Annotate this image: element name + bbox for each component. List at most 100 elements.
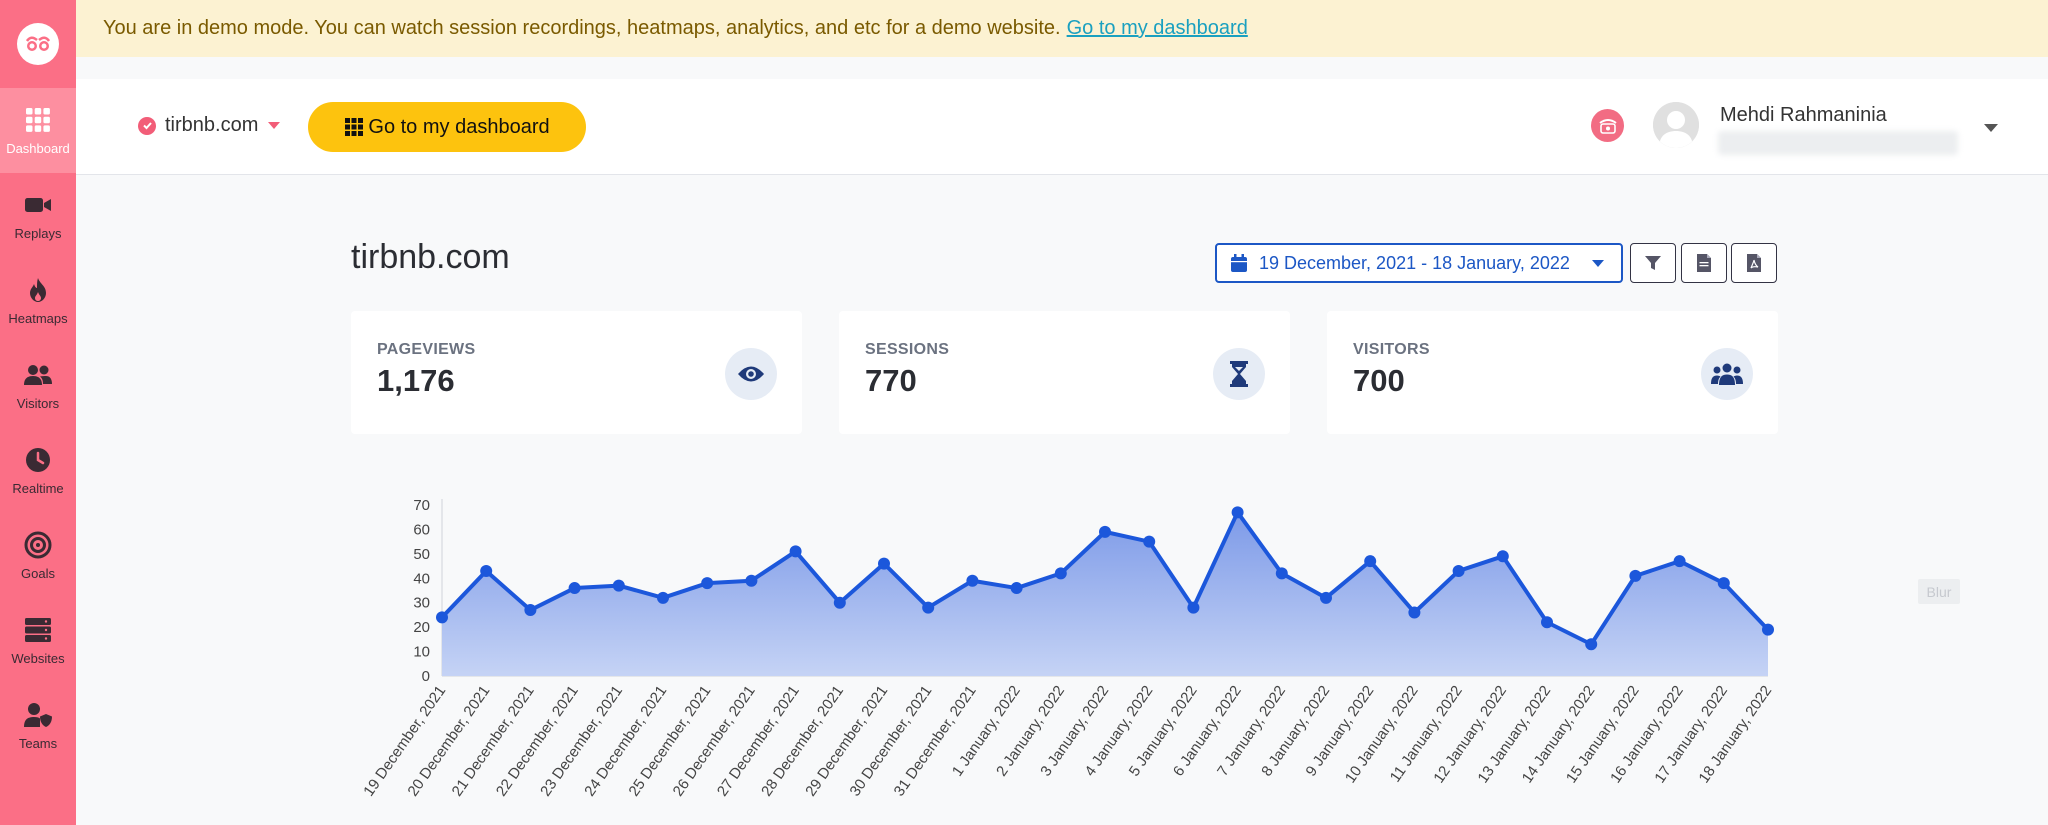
stat-value: 700	[1353, 363, 1405, 398]
sidebar-item-replays[interactable]: Replays	[0, 173, 76, 258]
sidebar-item-label: Heatmaps	[8, 311, 68, 326]
top-header: tirbnb.com Go to my dashboard Mehdi Rahm…	[76, 79, 2048, 175]
support-phone-button[interactable]	[1591, 109, 1624, 142]
avatar[interactable]	[1653, 102, 1699, 148]
y-tick-label: 10	[413, 644, 430, 661]
date-range-label: 19 December, 2021 - 18 January, 2022	[1259, 252, 1570, 273]
sidebar: Dashboard Replays Heatmaps Visitors Real…	[0, 0, 76, 825]
sidebar-item-heatmaps[interactable]: Heatmaps	[0, 258, 76, 343]
x-tick-label: 25 December, 2021	[625, 683, 714, 800]
stat-card-visitors: VISITORS 700	[1327, 311, 1778, 434]
sidebar-item-dashboard[interactable]: Dashboard	[0, 88, 76, 173]
data-point	[1408, 606, 1421, 619]
go-to-dashboard-label: Go to my dashboard	[368, 115, 550, 138]
blur-toggle-button[interactable]: Blur	[1918, 579, 1960, 604]
sidebar-item-label: Replays	[14, 226, 62, 241]
y-tick-label: 70	[413, 497, 430, 514]
users-icon	[24, 365, 52, 385]
flame-icon	[30, 278, 46, 302]
x-tick-label: 27 December, 2021	[714, 683, 803, 800]
y-tick-label: 20	[413, 619, 430, 636]
data-point	[1717, 577, 1730, 590]
sidebar-item-label: Teams	[18, 736, 58, 751]
date-range-picker[interactable]: 19 December, 2021 - 18 January, 2022	[1215, 243, 1623, 283]
sidebar-item-label: Dashboard	[6, 141, 70, 156]
data-point	[789, 545, 802, 558]
sidebar-item-label: Visitors	[16, 396, 60, 411]
sidebar-item-realtime[interactable]: Realtime	[0, 428, 76, 513]
users-icon	[1701, 348, 1753, 400]
x-tick-label: 19 December, 2021	[360, 683, 449, 800]
data-point	[1320, 591, 1332, 604]
data-point	[966, 574, 979, 587]
stat-card-sessions: SESSIONS 770	[839, 311, 1290, 434]
target-icon	[24, 531, 52, 559]
stat-label: PAGEVIEWS	[377, 341, 476, 358]
site-selector[interactable]: tirbnb.com	[138, 114, 281, 137]
grid-icon	[26, 108, 50, 132]
y-tick-label: 60	[413, 521, 430, 538]
user-email-blurred	[1718, 131, 1958, 155]
x-tick-label: 26 December, 2021	[670, 683, 759, 800]
stat-card-pageviews: PAGEVIEWS 1,176	[351, 311, 802, 434]
grid-icon	[345, 118, 364, 136]
data-point	[922, 601, 935, 614]
csv-file-icon	[1697, 254, 1711, 272]
page-title: tirbnb.com	[351, 238, 510, 276]
data-point	[1541, 616, 1553, 629]
data-point	[1275, 567, 1288, 580]
data-point	[524, 604, 537, 617]
stat-value: 1,176	[377, 363, 455, 398]
data-point	[878, 557, 890, 570]
data-point	[745, 574, 758, 587]
data-point	[1673, 555, 1686, 568]
x-tick-label: 23 December, 2021	[537, 683, 626, 800]
data-point	[1010, 582, 1023, 595]
data-point	[657, 591, 669, 604]
data-point	[612, 579, 625, 592]
sidebar-item-label: Websites	[11, 651, 65, 666]
data-point	[436, 611, 448, 624]
team-shield-icon	[24, 703, 52, 727]
x-tick-label: 30 December, 2021	[846, 683, 935, 800]
hourglass-icon	[1213, 348, 1265, 400]
user-avatar-icon	[1653, 102, 1699, 148]
data-point	[833, 596, 846, 609]
sidebar-item-teams[interactable]: Teams	[0, 683, 76, 768]
sidebar-item-goals[interactable]: Goals	[0, 513, 76, 598]
data-point	[1187, 601, 1200, 614]
glasses-logo-icon	[17, 23, 59, 65]
user-name: Mehdi Rahmaninia	[1720, 104, 1887, 126]
data-point	[1496, 550, 1509, 563]
data-point	[701, 577, 714, 590]
filter-button[interactable]	[1630, 243, 1676, 283]
y-tick-label: 50	[413, 546, 430, 563]
data-point	[1231, 506, 1244, 519]
data-point	[1629, 569, 1642, 582]
go-to-dashboard-button[interactable]: Go to my dashboard	[308, 102, 586, 152]
data-point	[480, 564, 493, 577]
y-tick-label: 30	[413, 595, 430, 612]
video-camera-icon	[25, 198, 51, 212]
server-icon	[25, 618, 51, 642]
clock-icon	[26, 448, 50, 472]
export-pdf-button[interactable]	[1731, 243, 1777, 283]
x-tick-label: 28 December, 2021	[758, 683, 847, 800]
sidebar-item-websites[interactable]: Websites	[0, 598, 76, 683]
data-point	[1099, 525, 1111, 538]
check-circle-icon	[138, 116, 156, 135]
y-tick-label: 0	[422, 668, 430, 685]
banner-dashboard-link[interactable]: Go to my dashboard	[1066, 17, 1248, 39]
filter-icon	[1645, 256, 1661, 270]
chevron-down-icon	[1591, 259, 1604, 267]
stat-label: VISITORS	[1353, 341, 1430, 358]
data-point	[1364, 555, 1377, 568]
export-csv-button[interactable]	[1681, 243, 1727, 283]
data-point	[568, 582, 581, 595]
area-fill	[442, 512, 1768, 676]
app-logo[interactable]	[0, 0, 76, 88]
x-tick-label: 21 December, 2021	[449, 683, 538, 800]
sidebar-item-visitors[interactable]: Visitors	[0, 343, 76, 428]
data-point	[1762, 623, 1774, 636]
user-menu-chevron-down-icon[interactable]	[1984, 124, 1998, 132]
